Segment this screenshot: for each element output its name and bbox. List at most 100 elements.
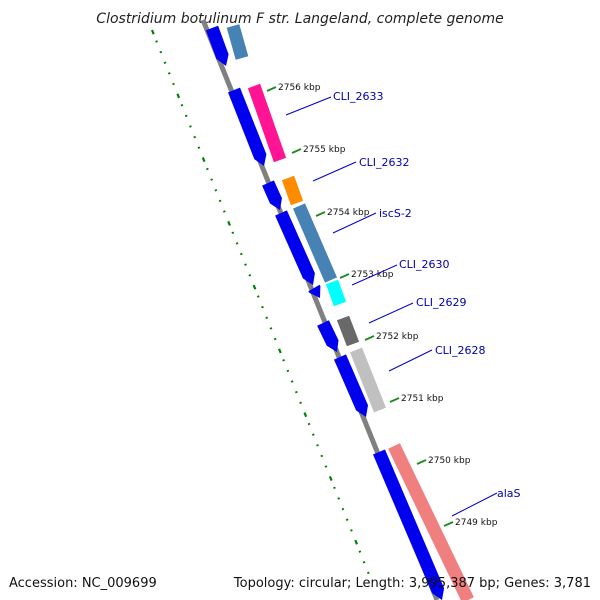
cds-arrow xyxy=(334,354,368,417)
scale-tick-label: 2752 kbp xyxy=(376,332,419,342)
gc-dot xyxy=(256,295,260,298)
gene-label-text: CLI_2628 xyxy=(435,344,486,357)
gc-dot xyxy=(172,82,175,86)
gc-dot xyxy=(184,114,188,118)
gc-dot xyxy=(235,242,239,245)
gene-feature-1 xyxy=(226,24,249,60)
map-title: Clostridium botulinum F str. Langeland, … xyxy=(96,11,503,27)
scale-tick xyxy=(339,273,350,279)
gc-dot xyxy=(239,252,243,256)
gc-dot xyxy=(231,231,235,235)
gene-feature-5 xyxy=(325,279,347,307)
gc-dot xyxy=(176,93,181,99)
gc-dot xyxy=(278,348,282,354)
cds-arrow xyxy=(275,210,315,285)
scale-tick-label: 2751 kbp xyxy=(401,394,444,404)
gene-label-text: iscS-2 xyxy=(379,207,412,220)
gene-feature-8 xyxy=(388,443,474,600)
gc-dot xyxy=(159,50,163,54)
gene-label-text: alaS xyxy=(497,487,521,500)
gc-dot xyxy=(244,263,247,266)
gc-dot xyxy=(316,444,319,447)
gc-dot xyxy=(269,327,273,330)
gc-dot xyxy=(206,167,209,171)
gene-label-leader xyxy=(285,96,332,116)
scale-tick xyxy=(364,335,375,341)
topology-text: Topology: circular; Length: 3,995,387 bp… xyxy=(233,576,591,591)
gene-feature-2 xyxy=(247,83,287,163)
cds-arrow xyxy=(317,320,339,352)
gene-label-text: CLI_2630 xyxy=(399,258,450,271)
cds-arrow xyxy=(262,180,282,210)
gc-dot xyxy=(341,507,345,511)
scale-tick-label: 2755 kbp xyxy=(303,145,346,155)
cds-arrow xyxy=(308,284,321,298)
gene-label-text: CLI_2632 xyxy=(359,156,410,169)
gc-dot xyxy=(214,189,218,192)
gc-dot xyxy=(163,61,167,64)
gene-label-text: CLI_2633 xyxy=(333,90,384,103)
gc-dot xyxy=(358,550,362,553)
scale-tick-track: 2756 kbp 2755 kbp 2754 kbp 2753 kbp 2752 kbp… xyxy=(266,83,498,528)
gc-dot xyxy=(273,337,277,341)
gc-dot xyxy=(201,157,206,163)
gc-dot xyxy=(227,220,231,226)
gc-dot xyxy=(311,433,315,436)
gc-dot xyxy=(218,199,222,203)
gene-feature-4 xyxy=(293,203,337,283)
gc-dot xyxy=(328,475,333,481)
scale-tick xyxy=(443,521,454,527)
scale-tick-label: 2754 kbp xyxy=(327,208,370,218)
gc-dot xyxy=(286,369,290,373)
scale-tick xyxy=(389,397,400,403)
gene-label-leader xyxy=(332,212,377,234)
gene-label-group: CLI_2633 CLI_2632 iscS-2 CLI_2630 CLI_2629 CL… xyxy=(285,90,521,517)
gc-dot xyxy=(210,178,213,181)
gc-dot xyxy=(222,210,226,213)
gc-dot xyxy=(307,422,311,426)
scale-tick xyxy=(291,148,302,154)
gc-dot xyxy=(265,316,269,320)
gene-label-leader xyxy=(388,349,433,372)
cds-arrow xyxy=(373,449,445,600)
gene-label-leader xyxy=(368,302,414,324)
scale-tick-label: 2756 kbp xyxy=(278,83,321,93)
accession-text: Accession: NC_009699 xyxy=(9,576,157,591)
gene-label-leader xyxy=(312,161,357,182)
gc-dot xyxy=(167,72,171,75)
cds-arrow xyxy=(228,87,267,166)
gc-dot xyxy=(354,539,358,545)
scale-tick-label: 2750 kbp xyxy=(428,456,471,466)
gc-dot xyxy=(303,412,308,418)
gc-dot xyxy=(193,135,197,139)
gene-feature-3 xyxy=(281,175,304,206)
gc-dot xyxy=(345,518,349,521)
gc-dot xyxy=(337,497,341,500)
scale-tick-label: 2749 kbp xyxy=(455,518,498,528)
gc-dotted-track xyxy=(150,29,370,575)
gc-dot xyxy=(350,529,353,532)
gc-dot xyxy=(333,486,336,490)
gc-dot xyxy=(366,571,370,575)
gc-dot xyxy=(294,390,298,394)
gc-dot xyxy=(248,274,252,277)
gc-dot xyxy=(252,284,257,290)
gc-dot xyxy=(197,146,201,149)
gc-dot xyxy=(189,125,192,128)
scale-tick xyxy=(416,459,427,465)
gene-feature-6 xyxy=(336,315,360,347)
gc-dot xyxy=(324,465,328,468)
gene-feature-track xyxy=(226,24,474,600)
gc-dot xyxy=(362,560,366,564)
cds-arrow xyxy=(205,25,229,66)
scale-tick xyxy=(315,211,326,217)
gc-dot xyxy=(261,305,264,309)
gene-label-leader xyxy=(451,492,498,517)
gc-dot xyxy=(299,401,302,405)
scale-tick xyxy=(266,86,277,92)
cds-arrow-track xyxy=(205,25,445,600)
gc-dot xyxy=(180,103,184,107)
gc-dot xyxy=(155,40,158,43)
gc-dot xyxy=(282,359,285,362)
